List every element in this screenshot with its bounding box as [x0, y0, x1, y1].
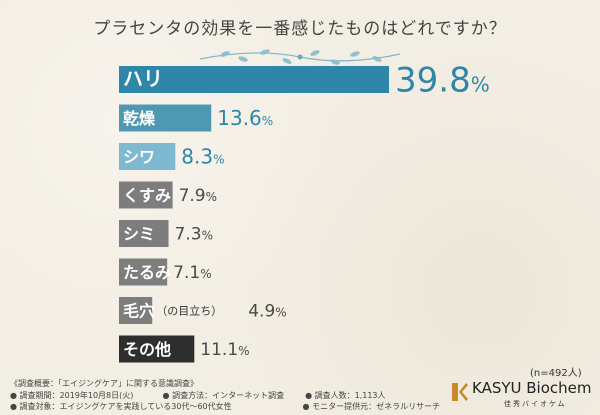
- bar-category-label: ハリ: [123, 67, 163, 91]
- survey-notes-line: ● 調査対象：エイジングケアを実践している30代〜60代女性 ● モニター提供元…: [10, 401, 460, 413]
- bar-value-label: 11.1%: [200, 340, 249, 360]
- bar-value-unit: %: [262, 114, 273, 128]
- bar-value-label: 8.3%: [181, 145, 224, 169]
- bar: [119, 297, 153, 324]
- bar-row: ハリ 39.8%: [119, 61, 490, 101]
- bar: [119, 143, 176, 170]
- bar-value-label: 13.6%: [217, 106, 273, 130]
- bar-category-label: その他: [123, 340, 171, 359]
- bar: [119, 104, 212, 132]
- survey-period: ● 調査期間：2019年10月8日(火): [10, 390, 134, 400]
- bar-value-label: 39.8%: [395, 61, 490, 101]
- bar-value-unit: %: [275, 306, 286, 320]
- brand-subtitle: 佳秀バイオケム: [504, 400, 567, 408]
- bar-value-number: 39.8: [395, 61, 471, 101]
- bar: [119, 181, 173, 209]
- brand-mark-icon: [452, 383, 468, 401]
- bar-row: くすみ 7.9%: [119, 181, 217, 209]
- bar-value-number: 7.3: [175, 225, 202, 245]
- survey-notes-heading-text: 《調査概要：「エイジングケア」に関する意識調査》: [10, 379, 198, 388]
- survey-notes: 《調査概要：「エイジングケア」に関する意識調査》 ● 調査期間：2019年10月…: [10, 378, 460, 413]
- bar: [119, 66, 389, 93]
- bar-category-label: くすみ: [123, 186, 171, 205]
- bar-value-label: 4.9%: [248, 302, 286, 322]
- bar-value-number: 7.9: [179, 186, 206, 206]
- bar-row: その他 11.1%: [119, 335, 250, 363]
- bar-category-label: 乾燥: [123, 109, 156, 128]
- leaf-ornament: [199, 49, 401, 65]
- bar-category-label: 毛穴: [123, 302, 155, 321]
- survey-method: ● 調査方法：インターネット調査: [162, 390, 285, 400]
- bar-value-unit: %: [213, 153, 224, 167]
- bar: [119, 335, 195, 363]
- bar-row: 毛穴 （の目立ち） 4.9%: [119, 297, 287, 324]
- bar-value-unit: %: [206, 190, 217, 204]
- bar-value-number: 8.3: [181, 145, 213, 169]
- sample-size: (n=492人): [530, 368, 582, 379]
- brand-name: KASYU Biochem: [472, 379, 592, 397]
- bar-value-unit: %: [202, 229, 213, 243]
- bar-row: シミ 7.3%: [119, 220, 213, 247]
- bar-value-label: 7.9%: [179, 186, 217, 206]
- bar-category-label: シワ: [123, 148, 155, 167]
- bar-category-label: シミ: [123, 225, 155, 244]
- bar-value-unit: %: [238, 344, 249, 358]
- survey-target: ● 調査対象：エイジングケアを実践している30代〜60代女性: [10, 402, 232, 411]
- bar-value-unit: %: [471, 73, 490, 97]
- bar-value-number: 4.9: [248, 302, 275, 322]
- survey-notes-line: ● 調査期間：2019年10月8日(火) ● 調査方法：インターネット調査 ● …: [10, 390, 460, 402]
- bar-value-label: 7.1%: [173, 263, 211, 283]
- bar-row: 乾燥 13.6%: [119, 104, 273, 132]
- bar-value-label: 7.3%: [175, 225, 213, 245]
- bar: [119, 220, 169, 247]
- bar-category-label: たるみ: [123, 263, 171, 282]
- bar: [119, 258, 168, 286]
- bar-row: たるみ 7.1%: [119, 258, 212, 286]
- survey-count: ● 調査人数：1,113人: [305, 390, 386, 400]
- bar-value-number: 13.6: [217, 106, 262, 130]
- bar-row: シワ 8.3%: [119, 143, 225, 170]
- bar-value-unit: %: [200, 267, 211, 281]
- survey-provider: ● モニター提供元：ゼネラルリサーチ: [302, 402, 441, 411]
- bar-value-number: 7.1: [173, 263, 200, 283]
- chart-title: プラセンタの効果を一番感じたものはどれですか？: [93, 19, 507, 39]
- bar-value-number: 11.1: [200, 340, 238, 360]
- survey-notes-heading: 《調査概要：「エイジングケア」に関する意識調査》: [10, 378, 460, 390]
- brand-logo-block: KASYU Biochem 佳秀バイオケム: [450, 379, 595, 411]
- bar-category-note: （の目立ち）: [156, 304, 222, 318]
